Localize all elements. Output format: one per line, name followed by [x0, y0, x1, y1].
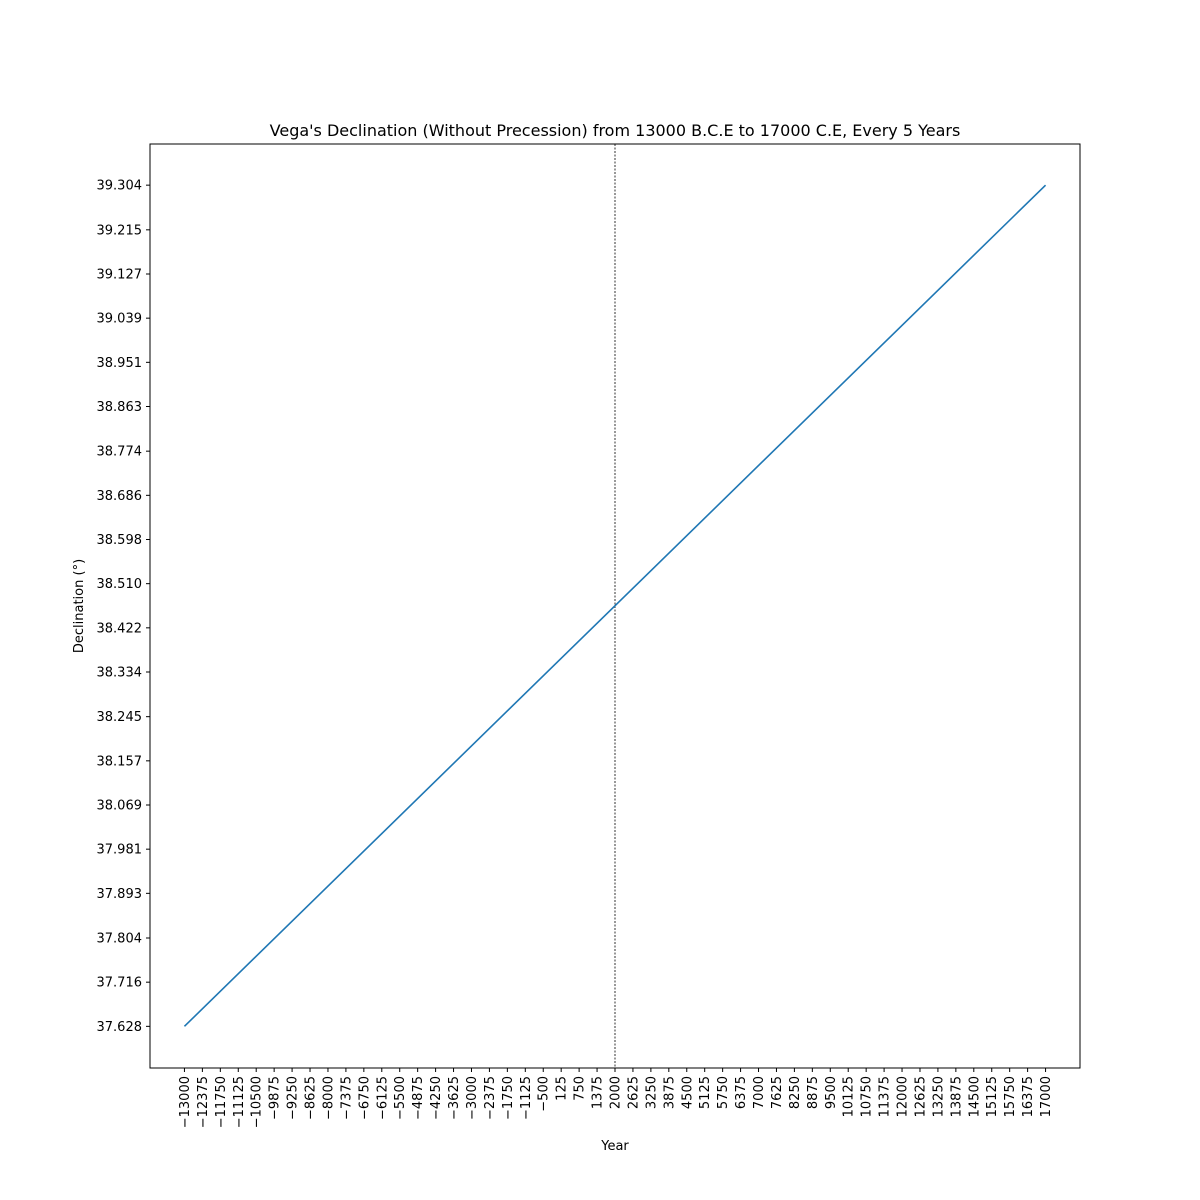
x-axis: −13000 −12375 −11750 −11125 −10500 −9875 −9250…	[178, 1068, 1054, 1128]
x-tick-label: −3625	[447, 1076, 462, 1120]
x-tick-label: −9875	[268, 1076, 283, 1120]
x-tick-label: 13875	[949, 1076, 964, 1117]
x-tick-label: 9500	[824, 1076, 839, 1109]
x-tick-label: 12000	[896, 1076, 911, 1117]
x-tick-label: 12625	[913, 1076, 928, 1117]
x-tick-label: −4875	[411, 1076, 426, 1120]
x-tick-label: −10500	[250, 1076, 265, 1128]
y-tick-label: 38.157	[97, 754, 143, 769]
y-tick-label: 37.716	[97, 976, 143, 991]
x-tick-label: 10125	[842, 1076, 857, 1117]
x-tick-label: 1375	[591, 1076, 606, 1109]
x-axis-label: Year	[600, 1139, 629, 1154]
x-tick-label: 16375	[1021, 1076, 1036, 1117]
y-tick-label: 38.422	[97, 621, 143, 636]
y-tick-label: 38.598	[97, 533, 143, 548]
y-tick-label: 37.804	[97, 932, 143, 947]
x-tick-label: 8875	[806, 1076, 821, 1109]
x-tick-label: −8000	[321, 1076, 336, 1120]
y-axis-label: Declination (°)	[72, 559, 87, 653]
x-tick-label: −500	[537, 1076, 552, 1112]
x-tick-label: −9250	[286, 1076, 301, 1120]
x-tick-label: 4500	[680, 1076, 695, 1109]
x-tick-label: 7000	[752, 1076, 767, 1109]
x-tick-label: 14500	[967, 1076, 982, 1117]
x-tick-label: 5750	[716, 1076, 731, 1109]
x-tick-label: −11125	[232, 1076, 247, 1128]
y-tick-label: 39.215	[97, 223, 143, 238]
x-tick-label: −6125	[375, 1076, 390, 1120]
y-tick-label: 37.893	[97, 887, 143, 902]
y-tick-label: 37.981	[97, 843, 143, 858]
x-tick-label: −12375	[196, 1076, 211, 1128]
x-tick-label: 8250	[788, 1076, 803, 1109]
x-tick-label: −3000	[465, 1076, 480, 1120]
x-tick-label: 17000	[1039, 1076, 1054, 1117]
y-tick-label: 38.951	[97, 356, 143, 371]
x-tick-label: −1125	[519, 1076, 534, 1120]
x-tick-label: 3875	[662, 1076, 677, 1109]
y-tick-label: 37.628	[97, 1020, 143, 1035]
series-line	[183, 184, 1047, 1027]
x-tick-label: −6750	[357, 1076, 372, 1120]
x-tick-label: 2000	[609, 1076, 624, 1109]
series-layer	[183, 144, 1047, 1068]
x-tick-label: 6375	[734, 1076, 749, 1109]
y-tick-label: 38.774	[97, 445, 143, 460]
plot-area: 37.628 37.716 37.804 37.893 37.981 38.069 38.1…	[97, 143, 1081, 1128]
x-tick-label: 10750	[860, 1076, 875, 1117]
x-tick-label: −5500	[393, 1076, 408, 1120]
x-tick-label: 5125	[698, 1076, 713, 1109]
x-tick-label: −1750	[501, 1076, 516, 1120]
x-tick-label: −7375	[339, 1076, 354, 1120]
y-tick-label: 38.510	[97, 577, 143, 592]
x-tick-label: 125	[555, 1076, 570, 1101]
x-tick-label: 2625	[626, 1076, 641, 1109]
x-tick-label: 15750	[1003, 1076, 1018, 1117]
chart-title: Vega's Declination (Without Precession) …	[270, 121, 961, 140]
y-tick-label: 39.304	[97, 179, 143, 194]
x-tick-label: −13000	[178, 1076, 193, 1128]
y-tick-label: 38.863	[97, 400, 143, 415]
y-tick-label: 38.069	[97, 799, 143, 814]
x-tick-label: −8625	[304, 1076, 319, 1120]
y-tick-label: 39.039	[97, 312, 143, 327]
y-tick-label: 38.245	[97, 710, 143, 725]
y-tick-label: 39.127	[97, 267, 143, 282]
y-axis: 37.628 37.716 37.804 37.893 37.981 38.069 38.1…	[97, 179, 150, 1035]
y-tick-label: 38.334	[97, 666, 143, 681]
x-tick-label: −4250	[429, 1076, 444, 1120]
x-tick-label: −2375	[483, 1076, 498, 1120]
x-tick-label: 11375	[878, 1076, 893, 1117]
x-tick-label: 750	[573, 1076, 588, 1101]
x-tick-label: 3250	[644, 1076, 659, 1109]
x-tick-label: −11750	[214, 1076, 229, 1128]
x-tick-label: 13250	[931, 1076, 946, 1117]
x-tick-label: 7625	[770, 1076, 785, 1109]
y-tick-label: 38.686	[97, 489, 143, 504]
x-tick-label: 15125	[985, 1076, 1000, 1117]
